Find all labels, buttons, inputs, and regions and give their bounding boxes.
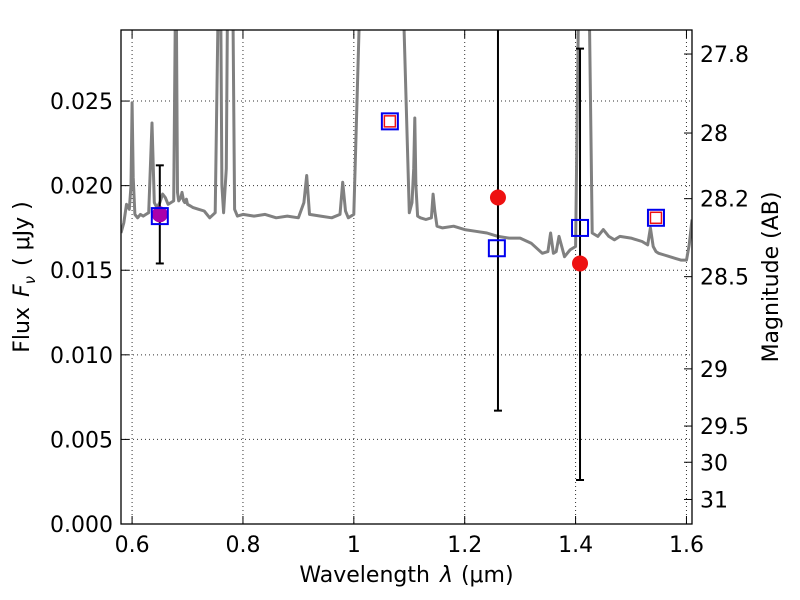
x-tick-label: 1 <box>347 533 361 558</box>
y-tick-label: 0.010 <box>50 344 113 369</box>
y-axis-title: FluxFν( μJy ) <box>10 201 39 352</box>
observed-flux-marker <box>489 189 506 206</box>
y-tick-label: 0.005 <box>50 428 113 453</box>
y2-tick-label: 30 <box>700 451 728 476</box>
plot-area <box>121 30 692 482</box>
y-tick-label: 0.000 <box>50 513 113 538</box>
y2-tick-label: 27.8 <box>700 43 749 68</box>
axis-ticks: 0.6 0.8 1 1.2 1.4 1.6 0.000 0.005 0.010 0.015 0.02… <box>50 30 749 558</box>
y2-tick-label: 29 <box>700 358 728 383</box>
y2-tick-label: 28 <box>700 122 728 147</box>
y2-tick-label: 28.5 <box>700 266 749 291</box>
x-tick-label: 0.6 <box>115 533 150 558</box>
y-tick-label: 0.015 <box>50 259 113 284</box>
x-tick-label: 0.8 <box>225 533 260 558</box>
observed-flux-marker <box>572 255 589 272</box>
model-flux-square-blue <box>646 208 665 227</box>
y2-tick-label: 29.5 <box>700 415 749 440</box>
model-flux-square-blue <box>571 218 590 237</box>
model-spectrum-line <box>121 30 692 262</box>
model-flux-square-blue <box>380 112 399 131</box>
x-tick-label: 1.6 <box>669 533 704 558</box>
y2-axis-title: Magnitude (AB) <box>759 192 784 363</box>
x-tick-label: 1.2 <box>447 533 482 558</box>
model-flux-square-blue <box>150 207 169 226</box>
x-axis-title: Wavelength λ (μm) <box>299 563 513 588</box>
y2-tick-label: 28.2 <box>700 188 749 213</box>
model-flux-square-blue <box>487 239 506 258</box>
observed-flux-marker <box>151 206 168 223</box>
x-tick-label: 1.4 <box>558 533 593 558</box>
y-tick-label: 0.020 <box>50 175 113 200</box>
model-flux-square-red <box>383 115 397 128</box>
y-tick-label: 0.025 <box>50 90 113 115</box>
model-flux-square-red <box>649 211 663 225</box>
markers <box>150 112 665 272</box>
y2-tick-label: 31 <box>700 488 728 513</box>
